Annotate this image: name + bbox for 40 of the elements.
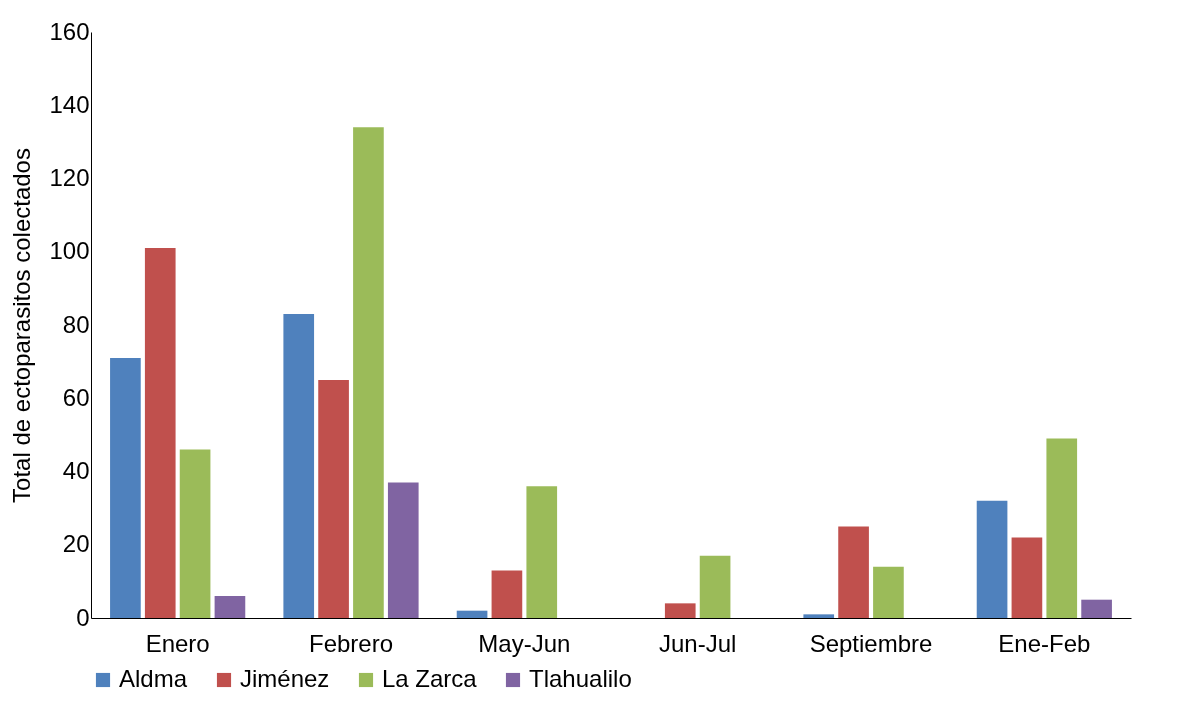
bar	[664, 603, 696, 618]
bar	[976, 500, 1008, 618]
bar	[283, 314, 315, 618]
y-tick-label: 160	[49, 17, 90, 45]
bar	[1011, 537, 1043, 618]
y-axis-title: Total de ectoparasitos colectados	[8, 148, 36, 503]
bar	[214, 596, 246, 618]
y-tick-label: 140	[49, 90, 90, 118]
bar	[353, 127, 384, 618]
y-tick-label: 80	[62, 310, 90, 338]
bar	[387, 482, 419, 618]
bar	[873, 566, 904, 618]
y-tick-label: 0	[76, 603, 90, 631]
bar	[838, 526, 869, 618]
bar	[318, 379, 349, 618]
y-tick-label: 100	[49, 237, 90, 265]
x-tick-label: Ene-Feb	[998, 629, 1091, 657]
legend-label: Jiménez	[240, 665, 330, 692]
bar	[491, 570, 523, 618]
y-tick-label: 20	[62, 530, 90, 558]
y-tick-label: 60	[62, 383, 90, 411]
legend-label: Tlahualilo	[529, 665, 632, 692]
x-tick-label: Febrero	[308, 629, 394, 657]
bar	[526, 486, 558, 618]
bar	[1046, 438, 1078, 618]
bar	[144, 248, 176, 618]
bar	[110, 357, 141, 618]
y-tick-label: 40	[62, 457, 90, 484]
bar	[179, 449, 211, 618]
x-tick-label: Jun-Jul	[658, 629, 737, 657]
bar	[803, 614, 835, 618]
y-tick-label: 120	[49, 164, 90, 191]
x-tick-label: May-Jun	[478, 629, 571, 657]
legend-label: Aldma	[119, 665, 188, 692]
x-tick-label: Septiembre	[809, 629, 933, 657]
legend-label: La Zarca	[382, 665, 478, 692]
x-tick-label: Enero	[145, 629, 210, 657]
bar	[1081, 599, 1112, 618]
bar	[456, 610, 488, 618]
bar	[699, 555, 731, 618]
